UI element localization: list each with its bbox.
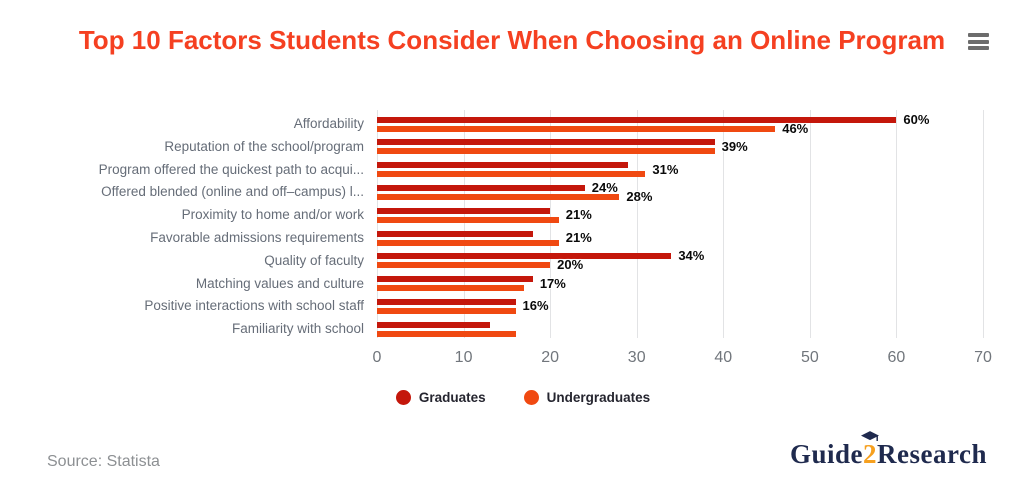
bar-undergraduates [377,193,620,200]
bar-graduates [377,139,715,146]
category-label: Favorable admissions requirements [150,230,364,245]
category-label: Positive interactions with school staff [144,298,364,314]
x-tick-label: 20 [541,349,560,366]
bar-graduates [377,162,629,169]
value-label: 16% [522,298,549,314]
logo-number-two: 2 [861,431,880,470]
legend: Graduates Undergraduates [22,390,1024,405]
bar-undergraduates [377,307,516,314]
bar-undergraduates [377,148,715,155]
bar-graduates [377,321,490,328]
value-label: 34% [678,248,705,264]
gridline [636,110,638,338]
gridline [983,110,984,338]
bar-graduates [377,230,533,237]
chart-title: Top 10 Factors Students Consider When Ch… [0,25,1024,56]
x-tick-label: 50 [800,349,819,366]
bar-graduates [377,253,672,260]
bar-undergraduates [377,330,516,337]
category-label: Quality of faculty [264,252,364,268]
value-label: 39% [721,138,748,154]
bar-graduates [377,298,516,305]
category-label: Program offered the quickest path to acq… [98,161,364,177]
hamburger-menu-icon[interactable] [968,33,989,53]
logo-text-research: Research [877,439,987,469]
gridline [463,110,465,338]
bar-graduates [377,276,533,283]
category-label: Affordability [293,116,364,131]
gridline [809,110,811,338]
menu-bar [968,39,989,44]
logo-text-guide: Guide [789,439,864,469]
bar-undergraduates [377,239,559,246]
value-label: 28% [626,188,653,204]
bar-graduates [377,207,551,214]
chart-title-text: Top 10 Factors Students Consider When Ch… [78,25,946,55]
gridline [550,110,552,338]
category-label: Proximity to home and/or work [181,207,364,223]
gridline [896,110,898,338]
menu-bar [968,46,989,50]
x-tick-label: 40 [714,349,733,366]
value-label: 20% [557,257,584,273]
legend-item-undergraduates[interactable]: Undergraduates [523,390,651,405]
bar-undergraduates [377,285,525,292]
value-label: 24% [591,179,618,195]
bar-undergraduates [377,262,551,269]
legend-swatch-icon [523,390,539,405]
value-label: 60% [903,111,930,127]
legend-label: Undergraduates [546,390,651,405]
bar-undergraduates [377,216,559,223]
value-label: 46% [782,120,809,136]
legend-label: Graduates [418,390,486,405]
gridline [377,110,378,338]
value-label: 21% [565,207,592,223]
category-label: Matching values and culture [195,275,364,291]
x-tick-label: 60 [887,349,906,366]
category-label: Reputation of the school/program [164,138,364,154]
x-tick-label: 10 [454,349,473,366]
bar-graduates [377,184,585,191]
legend-item-graduates[interactable]: Graduates [395,390,486,405]
bar-undergraduates [377,171,646,178]
x-tick-label: 30 [627,349,646,366]
graduation-cap-icon [861,431,880,441]
source-note: Source: Statista [47,453,160,470]
bar-graduates [377,116,897,123]
x-tick-label: 0 [372,349,382,366]
menu-bar [968,33,989,37]
legend-swatch-icon [395,390,411,405]
value-label: 17% [539,275,566,291]
x-tick-label: 70 [974,349,992,366]
category-label: Offered blended (online and off–campus) … [101,184,364,200]
category-label: Familiarity with school [231,321,364,337]
gridline [723,110,725,338]
value-label: 31% [652,161,679,177]
value-label: 21% [565,230,592,245]
bar-undergraduates [377,125,776,132]
brand-logo[interactable]: Guide 2Research [789,431,987,470]
